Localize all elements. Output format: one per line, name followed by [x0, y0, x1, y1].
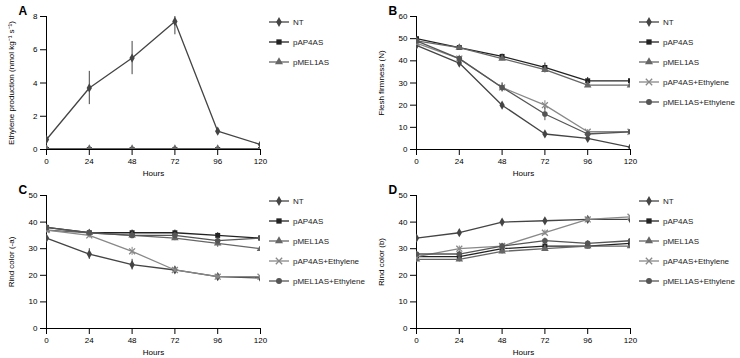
svg-text:0: 0	[414, 157, 419, 166]
svg-text:50: 50	[399, 34, 408, 43]
html-text:pMEL1AS: pMEL1AS	[293, 57, 329, 67]
svg-text:0: 0	[403, 145, 408, 154]
svg-text:120: 120	[254, 157, 268, 166]
html-text:pMEL1AS+Ethylene: pMEL1AS+Ethylene	[293, 276, 365, 286]
html-text:pAP4AS+Ethylene: pAP4AS+Ethylene	[663, 77, 729, 87]
svg-text:30: 30	[29, 244, 38, 253]
svg-text:Rind color (b): Rind color (b)	[377, 238, 386, 286]
svg-text:24: 24	[455, 157, 464, 166]
html-text:pAP4AS+Ethylene: pAP4AS+Ethylene	[663, 256, 729, 266]
html-text:NT: NT	[293, 17, 304, 27]
svg-text:A: A	[19, 4, 28, 18]
svg-text:60: 60	[399, 12, 408, 21]
svg-text:24: 24	[455, 336, 464, 345]
svg-text:2: 2	[33, 112, 38, 121]
html-text:pMEL1AS+Ethylene: pMEL1AS+Ethylene	[663, 276, 735, 286]
html-text:pAP4AS+Ethylene: pAP4AS+Ethylene	[293, 256, 359, 266]
svg-text:0: 0	[44, 157, 49, 166]
html-text:pAP4AS: pAP4AS	[663, 216, 694, 226]
svg-text:96: 96	[583, 157, 592, 166]
svg-text:72: 72	[540, 336, 549, 345]
svg-text:D: D	[389, 183, 398, 197]
svg-text:48: 48	[128, 157, 137, 166]
svg-text:Hours: Hours	[513, 348, 534, 357]
svg-text:10: 10	[399, 123, 408, 132]
svg-text:0: 0	[414, 336, 419, 345]
svg-text:Hours: Hours	[143, 348, 164, 357]
html-text:NT: NT	[663, 17, 674, 27]
svg-text:30: 30	[399, 79, 408, 88]
html-text:NT: NT	[663, 196, 674, 206]
svg-text:40: 40	[29, 218, 38, 227]
svg-text:120: 120	[624, 157, 638, 166]
svg-text:10: 10	[29, 297, 38, 306]
svg-text:120: 120	[254, 336, 268, 345]
svg-text:Ethylene production (nmol kg⁻¹: Ethylene production (nmol kg⁻¹ s⁻¹)	[7, 21, 16, 145]
svg-text:50: 50	[399, 191, 408, 200]
svg-text:6: 6	[33, 45, 38, 54]
svg-text:10: 10	[399, 297, 408, 306]
svg-text:8: 8	[33, 12, 38, 21]
svg-text:40: 40	[399, 56, 408, 65]
svg-text:0: 0	[403, 324, 408, 333]
svg-text:Hours: Hours	[143, 169, 164, 178]
svg-text:24: 24	[85, 157, 94, 166]
html-text:pMEL1AS+Ethylene: pMEL1AS+Ethylene	[663, 97, 735, 107]
svg-text:Hours: Hours	[513, 169, 534, 178]
svg-text:48: 48	[498, 157, 507, 166]
svg-text:B: B	[389, 4, 398, 18]
svg-text:48: 48	[128, 336, 137, 345]
svg-text:72: 72	[540, 157, 549, 166]
svg-text:30: 30	[399, 244, 408, 253]
html-text:NT: NT	[293, 196, 304, 206]
svg-text:20: 20	[399, 101, 408, 110]
svg-text:120: 120	[624, 336, 638, 345]
svg-text:24: 24	[85, 336, 94, 345]
svg-text:40: 40	[399, 218, 408, 227]
svg-text:0: 0	[44, 336, 49, 345]
svg-text:72: 72	[170, 157, 179, 166]
svg-text:20: 20	[29, 271, 38, 280]
html-text:pMEL1AS: pMEL1AS	[663, 236, 699, 246]
svg-text:20: 20	[399, 271, 408, 280]
html-text:pMEL1AS: pMEL1AS	[293, 236, 329, 246]
svg-text:72: 72	[170, 336, 179, 345]
svg-text:50: 50	[29, 191, 38, 200]
svg-text:96: 96	[583, 336, 592, 345]
svg-text:4: 4	[33, 79, 38, 88]
svg-text:Flesh firmness (N): Flesh firmness (N)	[377, 50, 386, 116]
svg-text:0: 0	[33, 324, 38, 333]
svg-text:C: C	[19, 183, 28, 197]
svg-text:Rind color (-a): Rind color (-a)	[7, 236, 16, 287]
svg-text:96: 96	[213, 157, 222, 166]
svg-text:0: 0	[33, 145, 38, 154]
svg-text:48: 48	[498, 336, 507, 345]
html-text:pAP4AS: pAP4AS	[293, 216, 324, 226]
html-text:pMEL1AS: pMEL1AS	[663, 57, 699, 67]
svg-text:96: 96	[213, 336, 222, 345]
html-text:pAP4AS: pAP4AS	[663, 37, 694, 47]
html-text:pAP4AS: pAP4AS	[293, 37, 324, 47]
